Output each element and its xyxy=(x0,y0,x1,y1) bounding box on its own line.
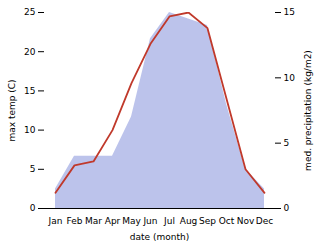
svg-text:15: 15 xyxy=(284,7,295,17)
svg-text:15: 15 xyxy=(24,86,35,96)
svg-text:max temp (C): max temp (C) xyxy=(7,79,17,141)
svg-text:10: 10 xyxy=(24,125,36,135)
svg-text:0: 0 xyxy=(284,203,290,213)
svg-text:Jul: Jul xyxy=(163,216,175,226)
svg-text:Aug: Aug xyxy=(180,216,198,226)
svg-text:Jun: Jun xyxy=(142,216,157,226)
svg-text:Feb: Feb xyxy=(67,216,83,226)
svg-text:0: 0 xyxy=(30,203,36,213)
svg-text:25: 25 xyxy=(24,7,35,17)
svg-text:May: May xyxy=(122,216,141,226)
svg-text:5: 5 xyxy=(284,138,290,148)
svg-text:med. precipitation (kg/m2): med. precipitation (kg/m2) xyxy=(303,50,313,171)
svg-text:20: 20 xyxy=(24,47,36,57)
svg-text:Apr: Apr xyxy=(105,216,121,226)
svg-text:Nov: Nov xyxy=(237,216,255,226)
svg-text:date (month): date (month) xyxy=(130,232,189,242)
svg-text:Sep: Sep xyxy=(199,216,216,226)
svg-text:Jan: Jan xyxy=(48,216,63,226)
svg-text:Mar: Mar xyxy=(85,216,102,226)
svg-text:10: 10 xyxy=(284,73,296,83)
svg-text:5: 5 xyxy=(30,164,36,174)
svg-text:Dec: Dec xyxy=(256,216,273,226)
svg-text:Oct: Oct xyxy=(219,216,235,226)
